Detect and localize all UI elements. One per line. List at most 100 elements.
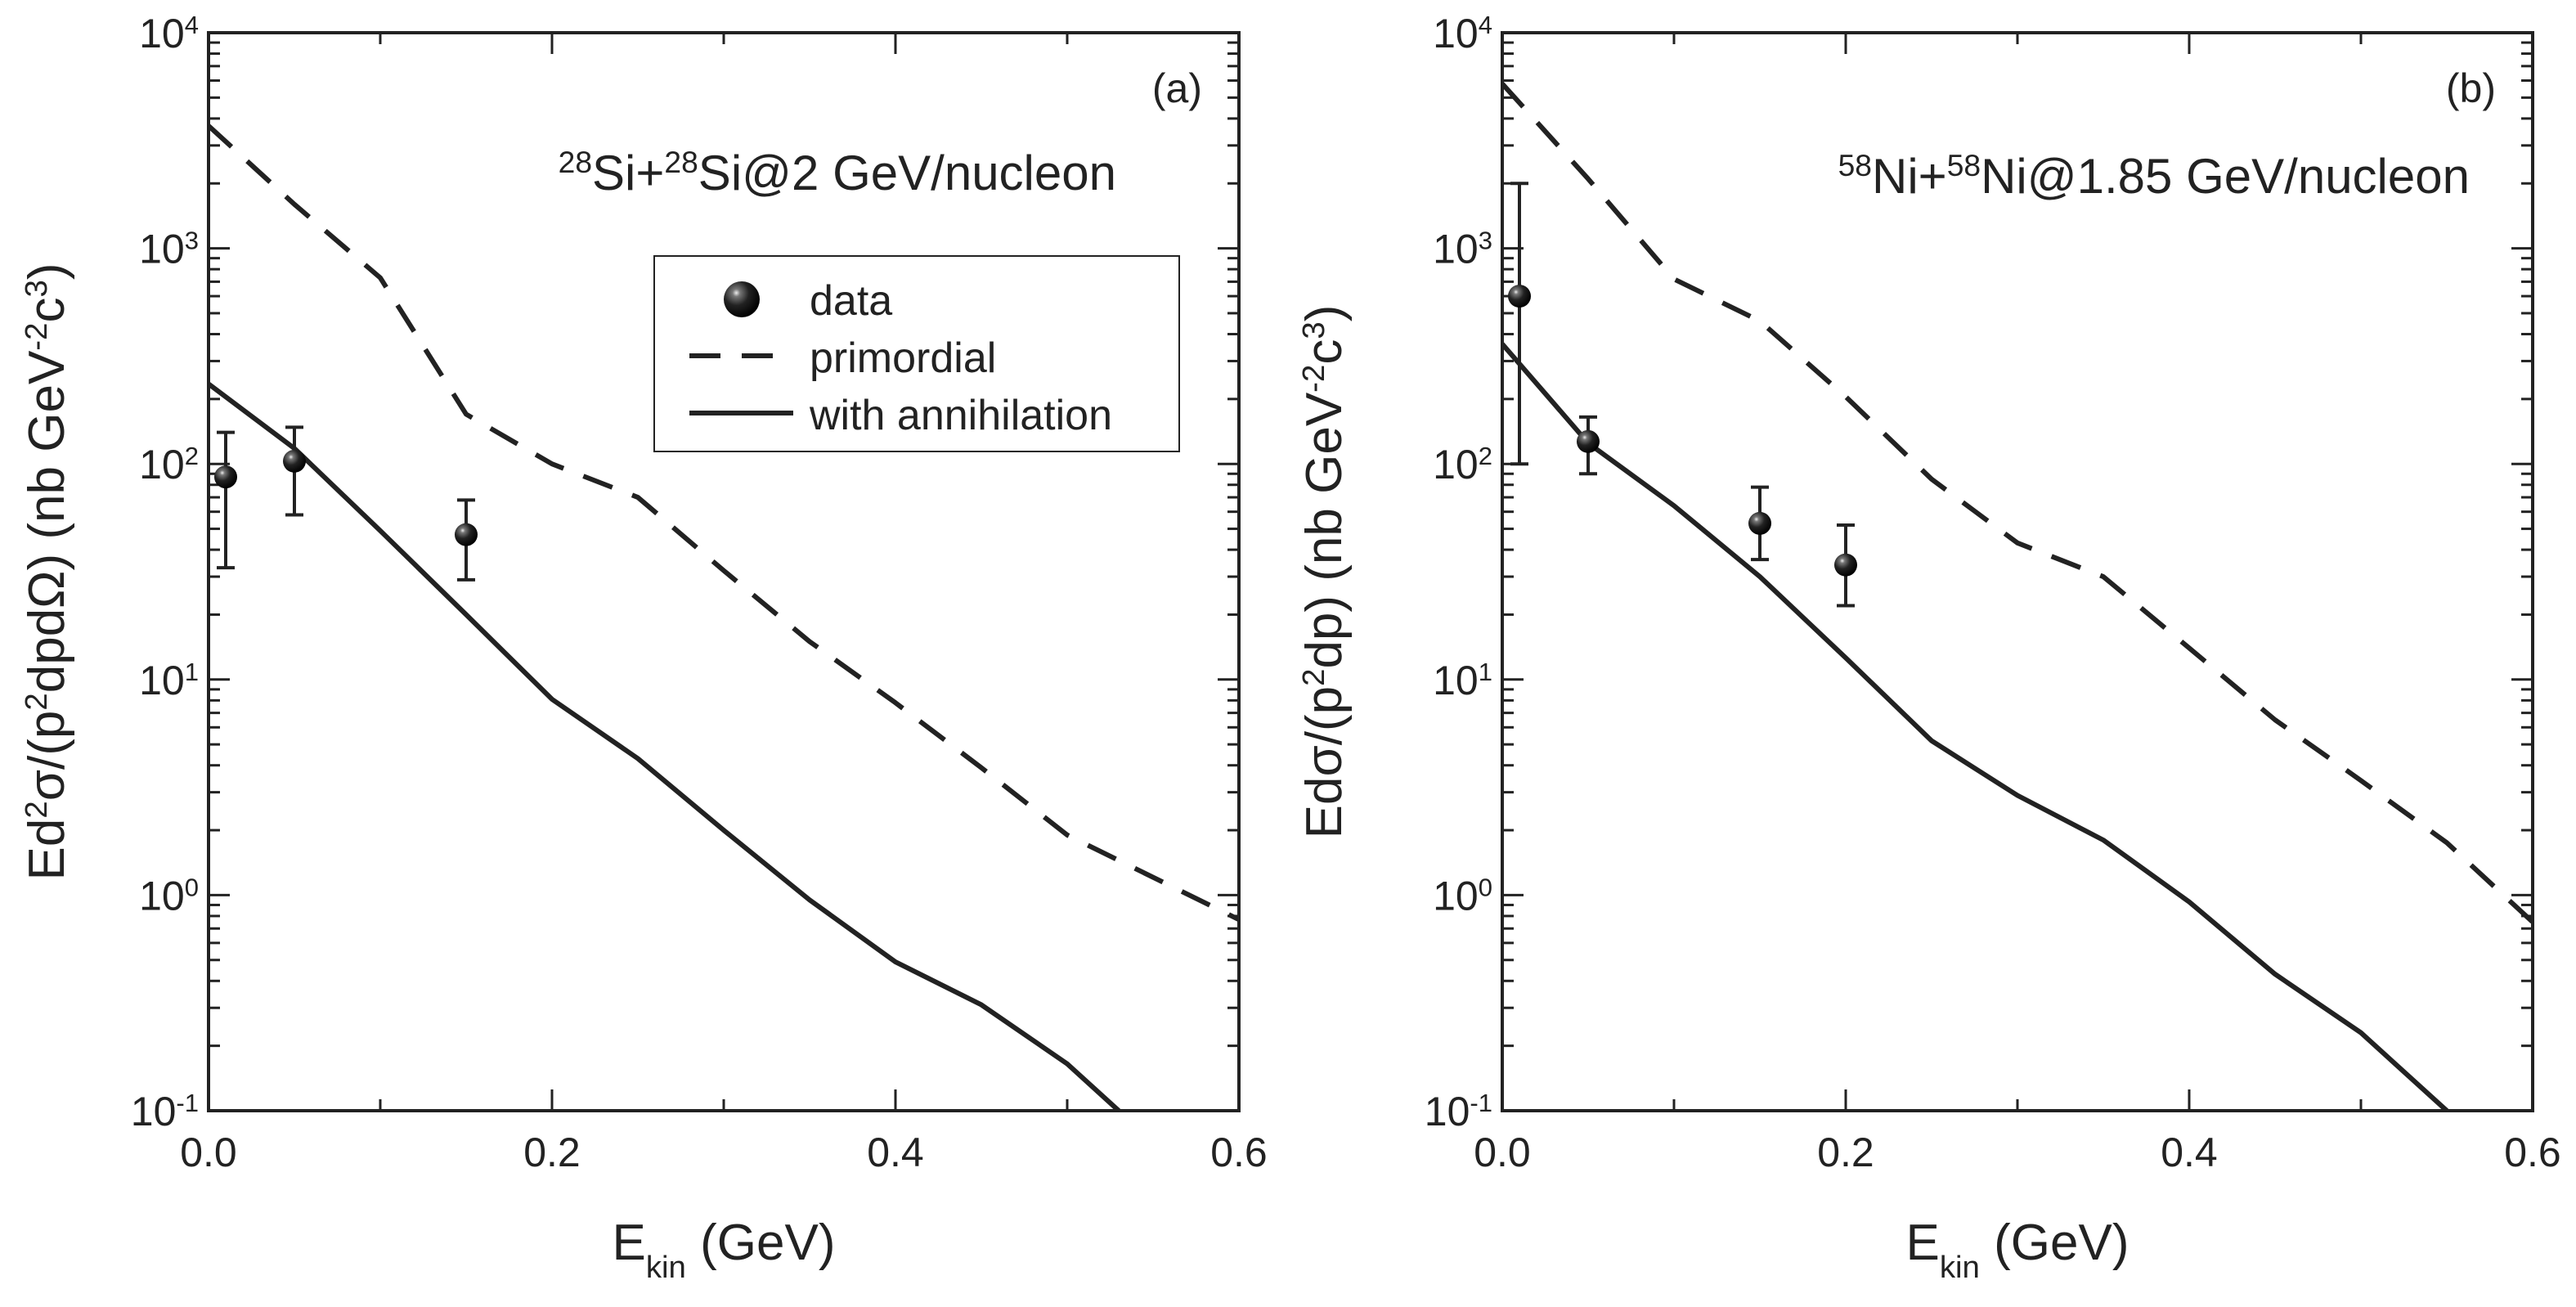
x-tick-label: 0.6 [2504,1130,2561,1175]
y-tick-label: 103 [139,226,199,272]
y-tick-base: 10 [139,11,185,56]
y-axis-label-part: 3 [19,280,54,297]
y-tick-exp: -1 [1470,1089,1492,1117]
y-axis-label-part: 3 [1296,321,1331,339]
x-axis-label: Ekin (GeV) [1905,1215,2129,1285]
panel-title-part: 28 [559,145,592,179]
plot-frame [1501,31,2534,1112]
panel-title-part: 58 [1838,148,1872,182]
series-with-annihilation [209,381,1121,1111]
y-tick-exp: 1 [185,657,199,685]
y-tick-exp: 2 [1479,442,1492,470]
y-tick-label: 10-1 [131,1089,199,1135]
series-primordial [1502,82,2533,924]
y-tick-label: 101 [139,657,199,703]
y-axis-label-part: 2 [19,693,54,710]
data-point [214,465,237,489]
panel-title-part: Ni@1.85 GeV/nucleon [1981,149,2470,204]
legend-data-marker [724,281,760,317]
panel-label: (a) [1152,65,1202,111]
legend-entry: data [810,277,892,325]
x-axis-label-part: (GeV) [1980,1215,2129,1271]
y-tick-base: 10 [1433,442,1479,487]
x-axis-label-part: E [612,1215,645,1271]
x-axis-label-part: (GeV) [686,1215,836,1271]
x-tick-label: 0.4 [2161,1130,2218,1175]
y-tick-base: 10 [139,658,185,703]
y-axis-label-part: c [1296,339,1353,365]
y-tick-base: 10 [139,873,185,918]
series-primordial [209,124,1239,923]
y-axis-label-part: -2 [19,323,54,351]
series-data [1508,182,1857,608]
y-tick-exp: -1 [176,1089,199,1117]
data-point [1834,553,1857,577]
panel-label: (b) [2446,65,2496,111]
data-point [455,523,478,546]
x-axis-label-part: kin [1940,1250,1980,1285]
y-tick-base: 10 [1433,11,1479,56]
series-with-annihilation [1502,342,2449,1111]
y-tick-exp: 3 [185,226,199,254]
x-axis-label-part: kin [646,1250,686,1285]
y-tick-label: 100 [139,873,199,919]
y-tick-base: 10 [139,227,185,272]
y-tick-exp: 4 [185,11,199,39]
panel-title-part: Si+ [592,146,664,200]
y-tick-base: 10 [131,1089,177,1134]
y-axis-label-part: c [19,298,75,323]
y-axis-label-part: dp) (nb GeV [1296,392,1353,668]
x-axis-label-part: E [1905,1215,1939,1271]
panel-title: 58Ni+58Ni@1.85 GeV/nucleon [1838,148,2470,204]
legend-entry: primordial [810,335,996,382]
panel-title-part: Ni+ [1872,149,1947,204]
y-tick-label: 101 [1433,657,1492,703]
panel-title-part: 58 [1947,148,1981,182]
x-axis-label: Ekin (GeV) [612,1215,835,1285]
y-tick-exp: 4 [1479,11,1492,39]
y-tick-exp: 0 [185,873,199,901]
y-tick-label: 104 [1433,11,1492,57]
data-point [1508,285,1531,308]
y-axis-label-part: Edσ/(p [1296,686,1353,838]
y-tick-label: 102 [1433,442,1492,488]
y-tick-base: 10 [1433,873,1479,918]
plot-frame [207,31,1241,1112]
series-data [214,425,478,582]
y-tick-label: 100 [1433,873,1492,919]
data-point [1577,429,1600,453]
x-tick-label: 0.6 [1210,1130,1268,1175]
legend: data primordial with annihilation [653,255,1180,452]
y-axis-label-part: 2 [1296,669,1331,686]
y-axis-label-part: Ed [19,819,75,881]
y-axis-label-part: ) [19,263,75,281]
y-tick-exp: 0 [1479,873,1492,901]
y-axis-label: Edσ/(p2dp) (nb GeV-2c3) [1296,305,1353,839]
y-tick-base: 10 [1425,1089,1470,1134]
y-axis-label-part: dpdΩ) (nb GeV [19,350,75,693]
x-tick-label: 0.2 [1817,1130,1874,1175]
ticks [207,31,1241,1112]
data-point [283,449,306,473]
data-point [1748,511,1771,535]
x-tick-label: 0.4 [867,1130,924,1175]
y-axis-label-part: ) [1296,305,1353,322]
y-tick-label: 103 [1433,226,1492,272]
panel-title: 28Si+28Si@2 GeV/nucleon [559,145,1116,200]
panel-title-part: Si@2 GeV/nucleon [698,146,1116,200]
y-axis-label-part: 2 [19,801,54,818]
x-tick-label: 0.0 [180,1130,237,1175]
y-axis-label-part: σ/(p [19,711,75,802]
y-tick-label: 104 [139,11,199,57]
y-tick-base: 10 [1433,227,1479,272]
y-tick-exp: 1 [1479,657,1492,685]
y-tick-label: 102 [139,442,199,488]
y-tick-exp: 2 [185,442,199,470]
x-tick-label: 0.0 [1474,1130,1531,1175]
y-tick-label: 10-1 [1425,1089,1492,1135]
legend-entry: with annihilation [809,392,1112,439]
y-tick-base: 10 [1433,658,1479,703]
panel-title-part: 28 [664,145,698,179]
